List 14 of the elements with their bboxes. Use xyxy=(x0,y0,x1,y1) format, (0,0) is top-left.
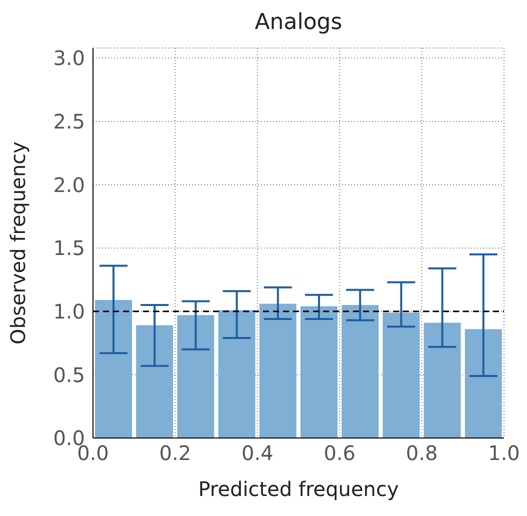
x-tick-label: 0.4 xyxy=(241,441,274,466)
y-tick-label: 1.5 xyxy=(53,236,85,260)
y-tick-label: 1.0 xyxy=(53,299,85,324)
x-tick-label: 0.2 xyxy=(159,441,192,466)
y-tick-label: 2.0 xyxy=(53,172,85,197)
chart-title: Analogs xyxy=(254,10,344,35)
y-tick-label: 0.5 xyxy=(53,362,85,387)
x-axis-title: Predicted frequency xyxy=(198,477,399,501)
x-tick-label: 1.0 xyxy=(488,441,520,466)
y-axis-title: Observed frequency xyxy=(6,141,30,344)
y-tick-label: 3.0 xyxy=(53,46,85,70)
x-tick-label: 0.6 xyxy=(324,441,356,466)
y-tick-label: 2.5 xyxy=(53,110,85,134)
x-tick-label: 0.8 xyxy=(406,441,438,466)
